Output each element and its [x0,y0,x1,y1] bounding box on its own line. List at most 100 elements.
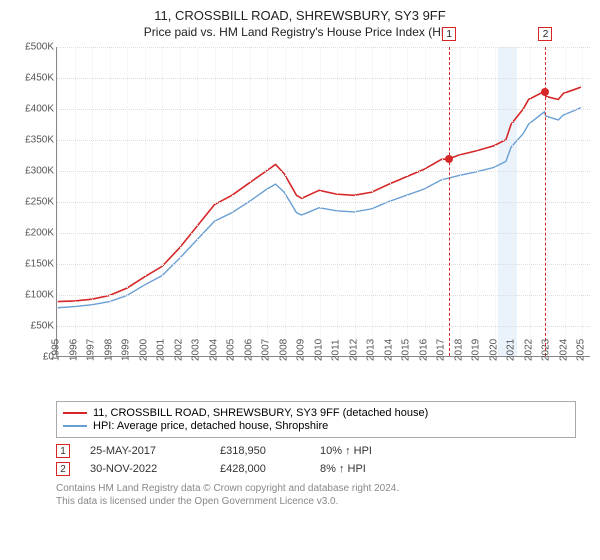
gridline-h [57,171,590,172]
sale-diff: 10% ↑ HPI [320,445,410,457]
x-tick-label: 1995 [51,339,62,361]
x-tick-label: 2018 [453,339,464,361]
gridline-v [425,47,426,356]
gridline-v [390,47,391,356]
marker-point [445,155,453,163]
sale-diff: 8% ↑ HPI [320,463,410,475]
marker-point [541,88,549,96]
sale-price: £428,000 [220,463,300,475]
sale-row: 1 25-MAY-2017 £318,950 10% ↑ HPI [56,444,590,458]
gridline-h [57,233,590,234]
x-tick-label: 1997 [86,339,97,361]
gridline-v [407,47,408,356]
marker-box: 1 [442,27,456,41]
x-tick-label: 2003 [191,339,202,361]
y-tick-label: £300K [25,166,54,177]
y-tick-label: £450K [25,73,54,84]
gridline-v [267,47,268,356]
x-tick-label: 2020 [488,339,499,361]
footnote-line-1: Contains HM Land Registry data © Crown c… [56,482,590,495]
x-tick-label: 1998 [103,339,114,361]
x-tick-label: 1996 [68,339,79,361]
gridline-v [110,47,111,356]
x-tick-label: 2001 [156,339,167,361]
x-tick-label: 2007 [261,339,272,361]
gridline-h [57,47,590,48]
x-tick-label: 2009 [296,339,307,361]
gridline-v [75,47,76,356]
legend-row: HPI: Average price, detached house, Shro… [63,420,569,432]
gridline-h [57,295,590,296]
gridline-v [530,47,531,356]
y-tick-label: £100K [25,290,54,301]
sale-marker-box: 1 [56,444,70,458]
x-tick-label: 2021 [506,339,517,361]
legend-swatch [63,425,87,427]
x-tick-label: 2005 [226,339,237,361]
gridline-v [197,47,198,356]
gridline-v [180,47,181,356]
x-tick-label: 2015 [401,339,412,361]
y-tick-label: £200K [25,228,54,239]
legend-label: 11, CROSSBILL ROAD, SHREWSBURY, SY3 9FF … [93,407,428,419]
gridline-v [127,47,128,356]
marker-box: 2 [538,27,552,41]
gridline-v [565,47,566,356]
x-tick-label: 2014 [383,339,394,361]
x-tick-label: 2022 [523,339,534,361]
x-tick-label: 2013 [366,339,377,361]
legend-swatch [63,412,87,414]
gridline-h [57,202,590,203]
sale-marker-box: 2 [56,462,70,476]
y-tick-label: £350K [25,135,54,146]
y-tick-label: £50K [31,321,54,332]
gridline-v [162,47,163,356]
chart-subtitle: Price paid vs. HM Land Registry's House … [10,25,590,39]
y-tick-label: £150K [25,259,54,270]
x-tick-label: 2016 [418,339,429,361]
x-tick-label: 2023 [541,339,552,361]
gridline-v [232,47,233,356]
gridline-v [512,47,513,356]
x-tick-label: 2025 [576,339,587,361]
x-tick-label: 1999 [121,339,132,361]
y-tick-label: £400K [25,104,54,115]
gridline-v [582,47,583,356]
x-tick-label: 2010 [313,339,324,361]
y-tick-label: £250K [25,197,54,208]
legend-row: 11, CROSSBILL ROAD, SHREWSBURY, SY3 9FF … [63,407,569,419]
gridline-v [145,47,146,356]
y-tick-label: £500K [25,42,54,53]
x-tick-label: 2019 [471,339,482,361]
marker-vline [449,47,450,356]
footnote: Contains HM Land Registry data © Crown c… [56,482,590,508]
gridline-h [57,140,590,141]
x-tick-label: 2024 [558,339,569,361]
x-tick-label: 2011 [331,339,342,361]
sale-date: 30-NOV-2022 [90,463,200,475]
sale-row: 2 30-NOV-2022 £428,000 8% ↑ HPI [56,462,590,476]
sale-price: £318,950 [220,445,300,457]
plot-area: 12 [56,47,590,357]
gridline-v [477,47,478,356]
gridline-h [57,264,590,265]
legend: 11, CROSSBILL ROAD, SHREWSBURY, SY3 9FF … [56,401,576,438]
gridline-v [320,47,321,356]
sale-date: 25-MAY-2017 [90,445,200,457]
gridline-v [92,47,93,356]
x-tick-label: 2004 [208,339,219,361]
gridline-h [57,326,590,327]
y-axis: £0£50K£100K£150K£200K£250K£300K£350K£400… [10,47,56,357]
gridline-v [57,47,58,356]
x-tick-label: 2002 [173,339,184,361]
gridline-v [355,47,356,356]
x-tick-label: 2000 [138,339,149,361]
gridline-v [337,47,338,356]
chart-container: 11, CROSSBILL ROAD, SHREWSBURY, SY3 9FF … [0,0,600,514]
x-tick-label: 2008 [278,339,289,361]
gridline-h [57,109,590,110]
x-tick-label: 2012 [348,339,359,361]
gridline-v [372,47,373,356]
chart-area: £0£50K£100K£150K£200K£250K£300K£350K£400… [10,47,590,397]
x-axis: 1995199619971998199920002001200220032004… [56,357,590,397]
